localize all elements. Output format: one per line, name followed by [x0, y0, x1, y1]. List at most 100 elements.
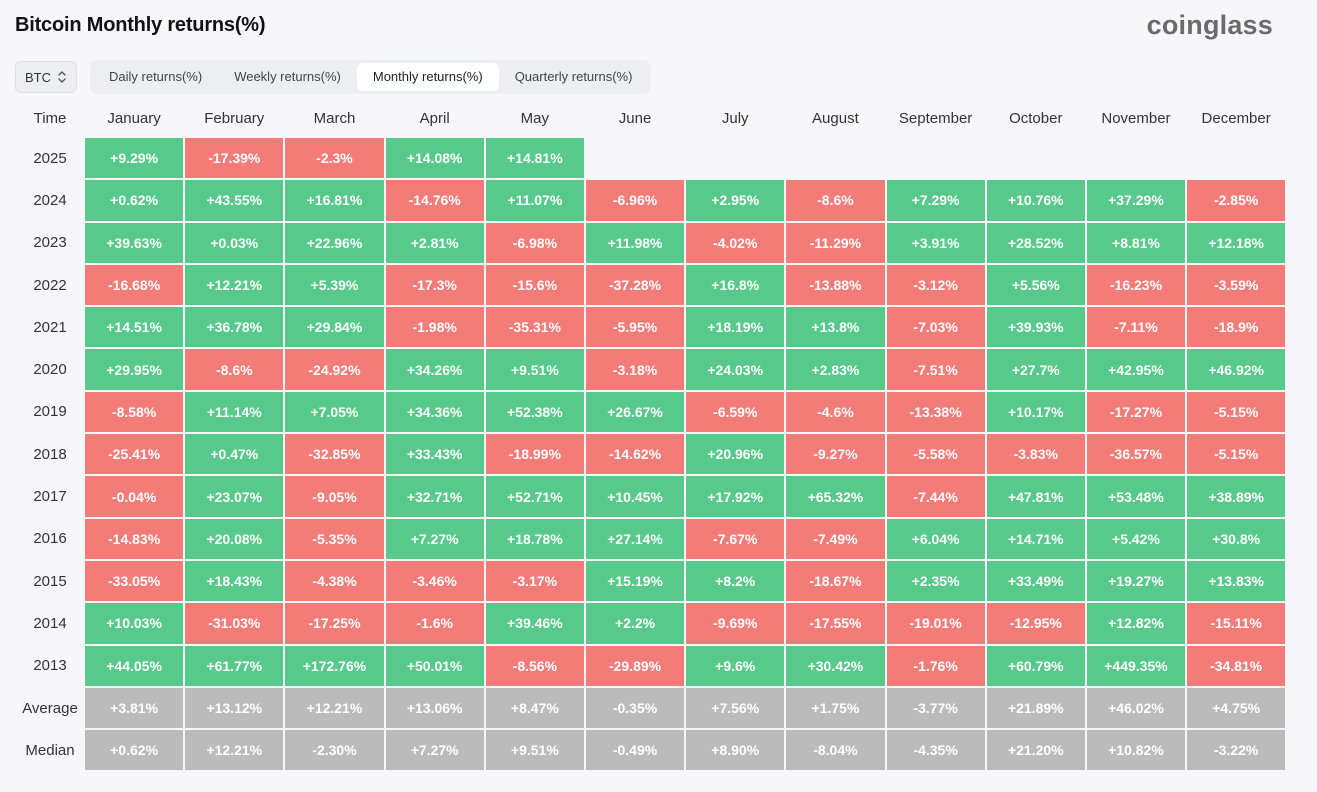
return-cell: +2.83%	[786, 349, 885, 390]
return-cell: -7.44%	[886, 476, 985, 517]
return-cell: -0.35%	[585, 687, 685, 729]
return-cell: -3.18%	[585, 349, 685, 390]
column-header-june: June	[618, 109, 652, 127]
return-cell: +2.81%	[385, 222, 484, 263]
return-cell: +18.19%	[686, 307, 785, 348]
return-cell: +36.78%	[185, 307, 284, 348]
return-cell: +13.83%	[1187, 560, 1286, 602]
return-cell: +37.29%	[1086, 180, 1186, 221]
table-row-2015: 2015 -33.05% +18.43% -4.38% -3.46% -3.17% +15.…	[17, 560, 1286, 602]
return-cell	[786, 138, 884, 178]
row-label: 2018	[33, 445, 67, 463]
return-cell: +9.6%	[686, 645, 785, 686]
return-cell: +47.81%	[986, 476, 1085, 517]
return-cell: -3.59%	[1187, 264, 1286, 306]
return-cell: +27.14%	[585, 518, 685, 559]
return-cell: -17.39%	[185, 138, 284, 179]
row-label: 2025	[33, 149, 67, 167]
return-cell: -5.58%	[886, 434, 985, 475]
return-cell: -7.03%	[886, 307, 985, 348]
row-label: 2022	[33, 276, 67, 294]
return-cell: +2.2%	[585, 603, 685, 644]
column-header-september: September	[898, 109, 973, 127]
return-cell: +24.03%	[686, 349, 785, 390]
return-cell: +3.91%	[886, 222, 985, 263]
summary-row-average: Average +3.81% +13.12% +12.21% +13.06% +8.47%…	[17, 687, 1286, 729]
tab-monthly-returns[interactable]: Monthly returns(%)	[356, 63, 499, 91]
return-cell: +32.71%	[385, 476, 484, 517]
symbol-select[interactable]: BTC	[15, 61, 77, 93]
column-header-april: April	[419, 109, 450, 127]
return-cell: +13.12%	[185, 687, 284, 729]
return-cell: +8.90%	[686, 730, 785, 771]
return-cell: +3.81%	[85, 687, 184, 729]
return-cell: -3.17%	[485, 560, 584, 602]
return-cell: -4.02%	[686, 222, 785, 263]
return-cell	[586, 138, 684, 178]
return-cell: +33.49%	[986, 560, 1085, 602]
return-cell: -17.25%	[285, 603, 384, 644]
row-label: 2016	[33, 530, 67, 548]
column-header-february: February	[204, 109, 265, 127]
return-cell: +10.45%	[585, 476, 685, 517]
column-header-october: October	[1009, 109, 1063, 127]
return-cell: +9.29%	[85, 138, 184, 179]
return-cell: +13.8%	[786, 307, 885, 348]
return-cell: -17.3%	[385, 264, 484, 306]
return-cell: -36.57%	[1086, 434, 1186, 475]
tab-quarterly-returns[interactable]: Quarterly returns(%)	[514, 69, 633, 84]
return-cell: -15.11%	[1187, 603, 1286, 644]
table-row-2013: 2013 +44.05% +61.77% +172.76% +50.01% -8.56% -…	[17, 645, 1286, 686]
return-cell: -16.68%	[85, 264, 184, 306]
return-cell: +20.08%	[185, 518, 284, 559]
column-header-november: November	[1101, 109, 1171, 127]
return-cell: -18.99%	[485, 434, 584, 475]
return-cell	[887, 138, 985, 178]
column-header-may: May	[520, 109, 550, 127]
row-label: 2023	[33, 234, 67, 252]
return-cell: +46.02%	[1086, 687, 1186, 729]
returns-table-wrapper: Time January February March April May June July…	[15, 98, 1287, 772]
chevron-up-down-icon	[58, 71, 66, 83]
return-cell: +23.07%	[185, 476, 284, 517]
return-cell: +5.42%	[1086, 518, 1186, 559]
return-cell: +50.01%	[385, 645, 484, 686]
return-cell: -14.76%	[385, 180, 484, 221]
return-cell: +12.82%	[1086, 603, 1186, 644]
tab-weekly-returns[interactable]: Weekly returns(%)	[234, 69, 341, 84]
return-cell: -1.6%	[385, 603, 484, 644]
returns-table: Time January February March April May June July…	[15, 98, 1287, 772]
return-cell: +449.35%	[1086, 645, 1186, 686]
return-cell: -17.27%	[1086, 391, 1186, 433]
return-cell: -31.03%	[185, 603, 284, 644]
return-cell: +9.51%	[485, 730, 584, 771]
return-cell: +11.14%	[185, 391, 284, 433]
return-cell: +61.77%	[185, 645, 284, 686]
row-label: 2017	[33, 488, 67, 506]
return-cell: -4.6%	[786, 391, 885, 433]
brand-logo[interactable]: coinglass	[1146, 10, 1273, 40]
column-header-january: January	[107, 109, 161, 127]
tab-daily-returns[interactable]: Daily returns(%)	[109, 69, 203, 84]
column-header-march: March	[313, 109, 356, 127]
return-cell: +39.46%	[485, 603, 584, 644]
return-cell: +0.47%	[185, 434, 284, 475]
return-cell: -8.56%	[485, 645, 584, 686]
return-cell: -3.46%	[385, 560, 484, 602]
return-cell: -7.11%	[1086, 307, 1186, 348]
return-cell: +22.96%	[285, 222, 384, 263]
return-cell: -18.67%	[786, 560, 885, 602]
return-cell: +16.81%	[285, 180, 384, 221]
return-cell: -5.95%	[585, 307, 685, 348]
return-cell: +1.75%	[786, 687, 885, 729]
return-cell: +14.51%	[85, 307, 184, 348]
row-label: 2021	[33, 318, 67, 336]
return-cell: +7.05%	[285, 391, 384, 433]
page-title: Bitcoin Monthly returns(%)	[15, 14, 266, 36]
return-cell: +21.89%	[986, 687, 1085, 729]
row-label: 2019	[33, 403, 67, 421]
table-row-2021: 2021 +14.51% +36.78% +29.84% -1.98% -35.31% -5…	[17, 307, 1286, 348]
return-cell: +0.03%	[185, 222, 284, 263]
returns-tabs: Daily returns(%) Weekly returns(%) Month…	[90, 60, 652, 94]
